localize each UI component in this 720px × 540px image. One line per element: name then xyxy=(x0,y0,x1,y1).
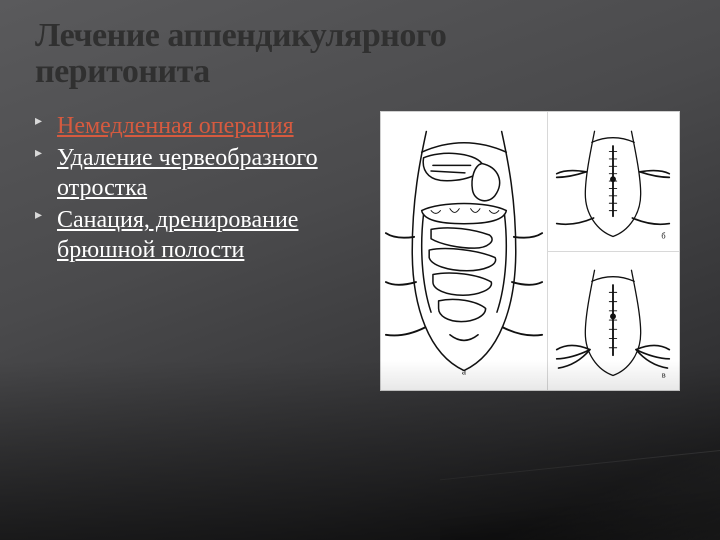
title-line-1: Лечение аппендикулярного xyxy=(35,17,446,54)
decorative-wedge xyxy=(440,450,720,540)
anatomy-small-top-icon: б xyxy=(553,122,673,242)
figure-caption-c: в xyxy=(662,370,666,379)
figure-caption-b: б xyxy=(662,231,666,240)
bullet-item: Санация, дренирование брюшной полости xyxy=(35,205,350,265)
figure-left: а xyxy=(381,112,548,390)
slide-title: Лечение аппендикулярного перитонита xyxy=(35,18,690,89)
figure-right-column: б xyxy=(548,112,679,390)
bullet-text: Немедленная операция xyxy=(57,113,294,139)
bullet-text: Удаление червеобразного отростка xyxy=(57,145,318,201)
figure-right-bottom: в xyxy=(548,252,679,391)
anatomy-small-bottom-icon: в xyxy=(553,261,673,381)
bullet-list: Немедленная операция Удаление червеобраз… xyxy=(35,111,350,267)
anatomy-large-icon: а xyxy=(384,121,544,381)
title-line-2: перитонита xyxy=(35,53,210,90)
figure-right-top: б xyxy=(548,112,679,252)
bullet-text: Санация, дренирование брюшной полости xyxy=(57,207,298,263)
slide-root: Лечение аппендикулярного перитонита Неме… xyxy=(0,0,720,540)
content-row: Немедленная операция Удаление червеобраз… xyxy=(35,111,690,391)
bullet-item: Немедленная операция xyxy=(35,111,350,141)
figure-panel: а xyxy=(380,111,680,391)
bullet-item: Удаление червеобразного отростка xyxy=(35,143,350,203)
